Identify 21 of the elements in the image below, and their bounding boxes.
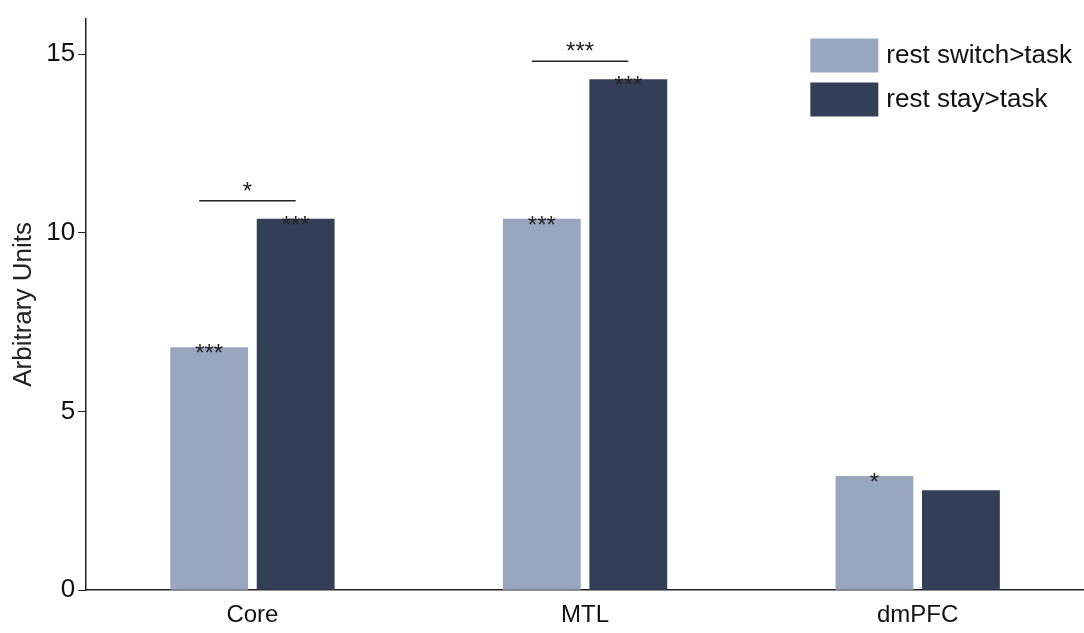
y-tick-label: 15 [46,37,76,68]
x-tick-label: MTL [561,600,610,628]
x-tick-label: Core [226,600,279,628]
annotation: * [242,176,253,204]
bar [922,490,1000,590]
data-label: *** [527,210,556,238]
data-label: * [869,467,880,495]
bar [502,218,581,590]
y-tick-label: 10 [46,216,76,247]
y-axis-title: Arbitrary Units [6,222,37,387]
x-tick-label: dmPFC [877,600,959,628]
bar [835,475,914,590]
data-label: *** [281,210,310,238]
data-label: *** [614,71,643,99]
y-tick-label: 5 [60,394,76,425]
annotation: *** [566,37,595,65]
bar [256,218,335,590]
legend-label: rest stay>task [886,82,1049,113]
data-label: *** [195,339,224,367]
legend-label: rest switch>task [886,38,1073,69]
y-tick-label: 0 [60,573,76,604]
